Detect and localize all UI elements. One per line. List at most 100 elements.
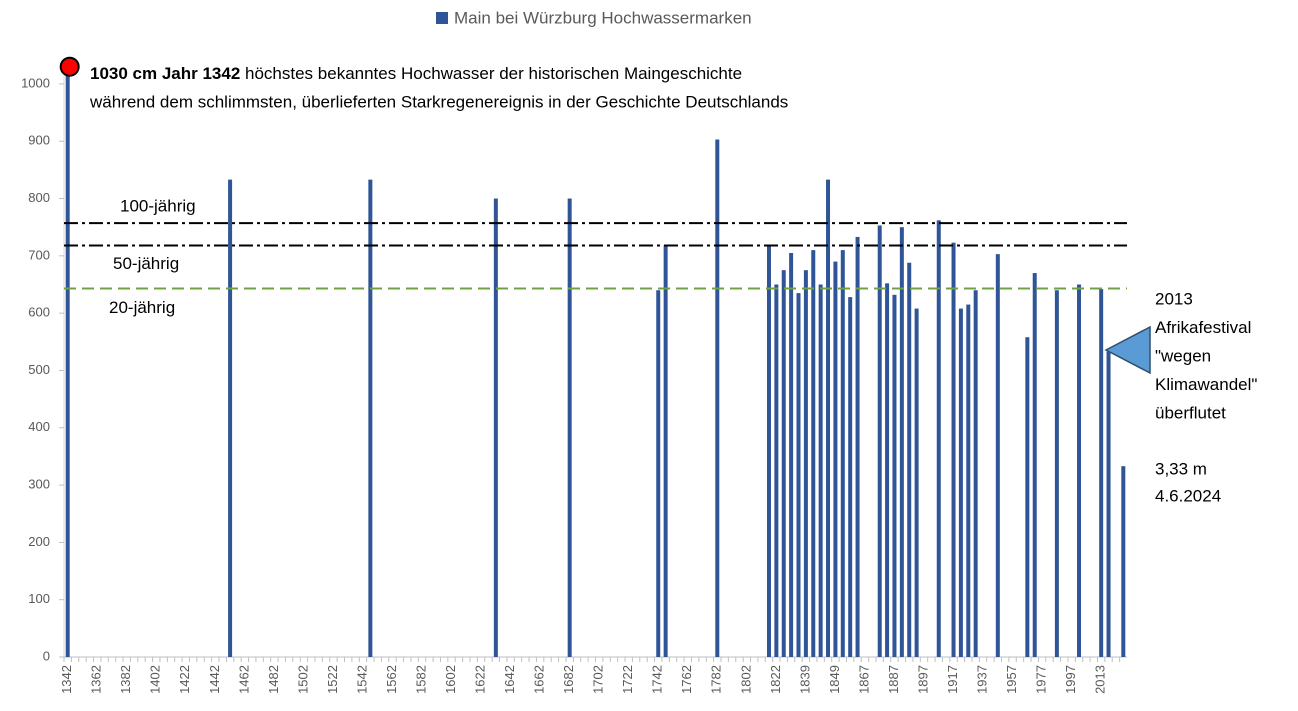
x-tick-label: 1622 (473, 665, 488, 694)
bar (1032, 273, 1037, 657)
bar (995, 254, 1000, 657)
reference-label: 50-jährig (113, 254, 179, 273)
bar (877, 225, 882, 657)
legend-swatch (436, 12, 448, 24)
callout-text: 3,33 m (1155, 459, 1207, 478)
bar (907, 262, 912, 657)
y-tick-label: 900 (28, 133, 50, 148)
annotation: während dem schlimmsten, überlieferten S… (89, 92, 788, 111)
x-tick-label: 1802 (738, 665, 753, 694)
y-tick-label: 800 (28, 190, 50, 205)
bar (803, 270, 808, 657)
bar (65, 66, 70, 657)
bar (899, 227, 904, 657)
x-tick-label: 1482 (266, 665, 281, 694)
y-tick-label: 600 (28, 305, 50, 320)
bar (1054, 290, 1059, 657)
bar (774, 284, 779, 657)
x-tick-label: 1342 (59, 665, 74, 694)
x-tick-label: 1422 (177, 665, 192, 694)
bar (826, 179, 831, 657)
x-tick-label: 1782 (709, 665, 724, 694)
bar (493, 198, 498, 658)
y-tick-label: 400 (28, 419, 50, 434)
bar (781, 270, 786, 657)
bar (796, 293, 801, 657)
callout-text: überflutet (1155, 403, 1226, 422)
x-tick-label: 1722 (620, 665, 635, 694)
x-tick-label: 1702 (591, 665, 606, 694)
x-tick-label: 1937 (974, 665, 989, 694)
bar (1121, 466, 1126, 657)
y-tick-label: 1000 (21, 75, 50, 90)
y-tick-label: 300 (28, 477, 50, 492)
x-tick-label: 1542 (354, 665, 369, 694)
bar (811, 250, 816, 657)
bar (914, 308, 919, 657)
x-tick-label: 1402 (148, 665, 163, 694)
bar (892, 294, 897, 657)
x-tick-label: 1662 (532, 665, 547, 694)
y-tick-label: 0 (43, 648, 50, 663)
callout-text: 2013 (1155, 289, 1193, 308)
reference-label: 100-jährig (120, 197, 196, 216)
bar (818, 284, 823, 657)
bar (885, 283, 890, 657)
x-tick-label: 1742 (650, 665, 665, 694)
x-tick-label: 1602 (443, 665, 458, 694)
bar (656, 290, 661, 657)
x-tick-label: 1849 (827, 665, 842, 694)
bar (715, 139, 720, 657)
bar (951, 242, 956, 657)
x-tick-label: 1867 (856, 665, 871, 694)
x-tick-label: 1382 (118, 665, 133, 694)
x-tick-label: 1997 (1063, 665, 1078, 694)
bar (1025, 337, 1030, 657)
legend-label: Main bei Würzburg Hochwassermarken (454, 8, 752, 27)
bar (1077, 284, 1082, 657)
x-tick-label: 1362 (89, 665, 104, 694)
bar (855, 236, 860, 657)
bar (848, 297, 853, 657)
bar (663, 245, 668, 657)
peak-marker (59, 56, 80, 77)
y-tick-label: 700 (28, 247, 50, 262)
x-tick-label: 1462 (236, 665, 251, 694)
y-tick-label: 200 (28, 534, 50, 549)
x-tick-label: 1957 (1004, 665, 1019, 694)
bar (840, 250, 845, 657)
bar (966, 304, 971, 657)
reference-label: 20-jährig (109, 298, 175, 317)
x-tick-label: 1822 (768, 665, 783, 694)
callout-text: "wegen (1155, 346, 1211, 365)
bar (789, 252, 794, 657)
annotation: 1030 cm Jahr 1342 höchstes bekanntes Hoc… (90, 64, 742, 83)
x-tick-label: 1562 (384, 665, 399, 694)
x-tick-label: 1502 (295, 665, 310, 694)
annotation-bold: 1030 cm Jahr 1342 (90, 64, 240, 83)
x-tick-label: 1522 (325, 665, 340, 694)
callout-text: Klimawandel" (1155, 375, 1257, 394)
x-tick-label: 1887 (886, 665, 901, 694)
bar (958, 308, 963, 657)
y-tick-label: 500 (28, 362, 50, 377)
bar (368, 179, 373, 657)
x-tick-label: 1582 (413, 665, 428, 694)
annotation-text: höchstes bekanntes Hochwasser der histor… (240, 64, 742, 83)
bar (228, 179, 233, 657)
bar (833, 261, 838, 657)
bar (766, 245, 771, 657)
bar (567, 198, 572, 658)
callout-text: Afrikafestival (1155, 318, 1251, 337)
x-tick-label: 1682 (561, 665, 576, 694)
bar (973, 290, 978, 657)
x-tick-label: 1897 (915, 665, 930, 694)
bar (936, 220, 941, 658)
callout-arrow (1104, 325, 1151, 375)
bar (1099, 289, 1104, 657)
x-tick-label: 1977 (1034, 665, 1049, 694)
callout-text: 4.6.2024 (1155, 486, 1221, 505)
x-tick-label: 1839 (797, 665, 812, 694)
x-tick-label: 1642 (502, 665, 517, 694)
